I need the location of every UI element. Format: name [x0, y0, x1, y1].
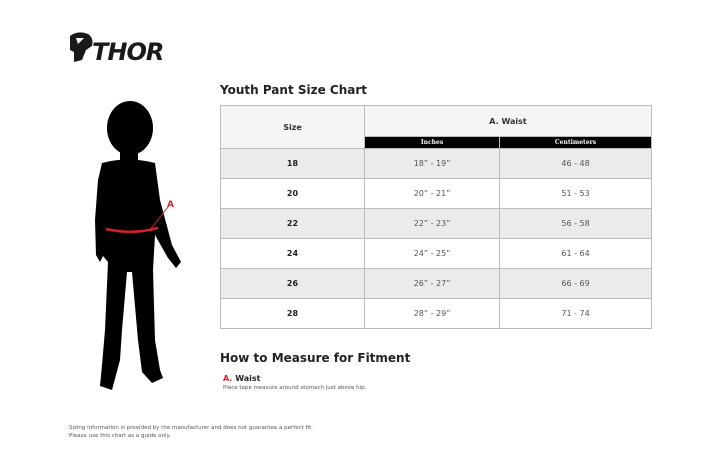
waist-label: A. Waist — [223, 374, 260, 383]
inches-cell: 20” - 21” — [363, 178, 501, 209]
table-row: 28 28” - 29” 71 - 74 — [220, 298, 652, 329]
svg-text:THOR: THOR — [92, 38, 163, 64]
measure-title: How to Measure for Fitment — [220, 351, 411, 365]
table-row: 20 20” - 21” 51 - 53 — [220, 178, 652, 209]
waist-letter: A. — [223, 374, 233, 383]
waist-measure-line — [105, 226, 159, 233]
size-table: Size A. Waist Inches Centimeters 18 18” -… — [220, 105, 652, 329]
waist-description: Place tape measure around stomach just a… — [223, 385, 367, 391]
child-silhouette: A — [95, 101, 181, 390]
table-row: 22 22” - 23” 56 - 58 — [220, 208, 652, 239]
inches-cell: 26” - 27” — [363, 268, 501, 299]
size-cell: 28 — [220, 298, 365, 329]
size-cell: 24 — [220, 238, 365, 269]
size-cell: 22 — [220, 208, 365, 239]
cm-cell: 46 - 48 — [499, 148, 652, 179]
waist-name: Waist — [235, 374, 261, 383]
size-header: Size — [220, 105, 365, 149]
inches-cell: 18” - 19” — [363, 148, 501, 179]
waist-header: A. Waist — [364, 105, 652, 137]
disclaimer-line-1: Sizing information is provided by the ma… — [69, 425, 313, 431]
table-row: 18 18” - 19” 46 - 48 — [220, 148, 652, 179]
cm-cell: 66 - 69 — [499, 268, 652, 299]
inches-cell: 28” - 29” — [363, 298, 501, 329]
table-row: 24 24” - 25” 61 - 64 — [220, 238, 652, 269]
chart-title: Youth Pant Size Chart — [220, 83, 368, 97]
table-row: 26 26” - 27” 66 - 69 — [220, 268, 652, 299]
inches-header: Inches — [363, 136, 501, 149]
inches-cell: 22” - 23” — [363, 208, 501, 239]
cm-cell: 56 - 58 — [499, 208, 652, 239]
size-cell: 18 — [220, 148, 365, 179]
cm-cell: 51 - 53 — [499, 178, 652, 209]
marker-a: A — [167, 200, 174, 210]
disclaimer-line-2: Please use this chart as a guide only. — [69, 433, 171, 439]
size-cell: 20 — [220, 178, 365, 209]
cm-cell: 71 - 74 — [499, 298, 652, 329]
size-cell: 26 — [220, 268, 365, 299]
cm-cell: 61 - 64 — [499, 238, 652, 269]
inches-cell: 24” - 25” — [363, 238, 501, 269]
disclaimer: Sizing information is provided by the ma… — [69, 424, 313, 440]
centimeters-header: Centimeters — [499, 136, 652, 149]
thor-logo: THOR — [70, 32, 164, 64]
